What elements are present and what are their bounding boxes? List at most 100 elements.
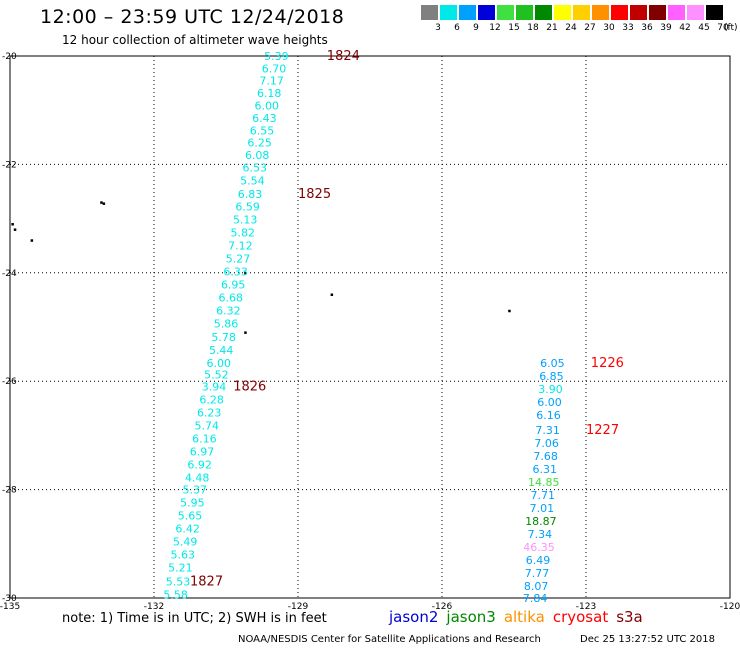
wave-height-value: 6.28 — [199, 394, 224, 407]
legend-swatch — [459, 5, 476, 20]
legend-swatch — [687, 5, 704, 20]
wave-height-value: 7.34 — [528, 528, 553, 541]
wave-height-value: 6.23 — [197, 407, 222, 420]
wave-height-value: 6.25 — [247, 137, 272, 150]
wave-height-value: 18.87 — [525, 515, 557, 528]
wave-height-value: 6.00 — [255, 99, 280, 112]
lat-tick-label: -22 — [2, 160, 17, 170]
wave-height-value: 14.85 — [528, 476, 560, 489]
wave-height-value: 6.43 — [252, 112, 277, 125]
lon-tick-label: -120 — [720, 602, 740, 612]
wave-height-value: 5.13 — [233, 214, 258, 227]
legend-swatch — [706, 5, 723, 20]
wave-height-value: 6.53 — [243, 162, 268, 175]
wave-height-value: 5.21 — [168, 562, 193, 575]
pass-time-label: 1824 — [327, 49, 360, 64]
legend-swatch — [440, 5, 457, 20]
legend-label: 27 — [584, 23, 596, 33]
wave-height-value: 6.92 — [187, 459, 212, 472]
wave-height-value: 6.33 — [223, 266, 248, 279]
legend-swatch — [668, 5, 685, 20]
lon-tick-label: -126 — [432, 602, 453, 612]
wave-height-value: 7.77 — [525, 567, 550, 580]
wave-height-value: 6.97 — [190, 446, 215, 459]
wave-height-value: 46.35 — [523, 541, 555, 554]
wave-height-value: 5.78 — [211, 331, 236, 344]
island — [100, 201, 103, 204]
legend-unit: (ft) — [724, 23, 738, 33]
wave-height-value: 7.31 — [535, 424, 560, 437]
wave-height-value: 8.07 — [524, 580, 549, 593]
lon-tick-label: -129 — [288, 602, 309, 612]
wave-height-value: 5.82 — [231, 227, 256, 240]
wave-height-value: 5.37 — [183, 484, 208, 497]
wave-height-value: 7.12 — [228, 240, 253, 253]
generated-timestamp: Dec 25 13:27:52 UTC 2018 — [580, 634, 715, 645]
legend-label: 24 — [565, 23, 577, 33]
lat-tick-label: -26 — [2, 377, 17, 387]
pass-time-label: 1825 — [298, 187, 331, 202]
satellite-jason3: jason3 — [446, 608, 496, 626]
wave-height-value: 5.52 — [204, 369, 229, 382]
wave-height-value: 6.85 — [539, 370, 564, 383]
legend-swatch — [611, 5, 628, 20]
wave-height-value: 6.55 — [250, 124, 275, 137]
wave-height-value: 7.17 — [259, 74, 284, 87]
lat-tick-label: -28 — [2, 486, 17, 496]
satellite-jason2: jason2 — [389, 608, 439, 626]
lat-tick-label: -24 — [2, 269, 17, 279]
legend-label: 18 — [527, 23, 539, 33]
credit-line: NOAA/NESDIS Center for Satellite Applica… — [238, 634, 541, 645]
lat-tick-label: -30 — [2, 594, 17, 604]
legend-label: 36 — [641, 23, 653, 33]
legend-label: 12 — [489, 23, 501, 33]
legend-label: 33 — [622, 23, 634, 33]
island — [330, 293, 334, 296]
map-frame — [9, 55, 731, 599]
wave-height-value: 5.44 — [209, 344, 234, 357]
chart-subtitle: 12 hour collection of altimeter wave hei… — [62, 33, 328, 47]
lon-tick-label: -135 — [0, 602, 20, 612]
wave-height-value: 5.95 — [180, 497, 205, 510]
wave-height-value: 7.06 — [534, 437, 559, 450]
legend-swatch — [630, 5, 647, 20]
island — [508, 309, 511, 313]
wave-height-value: 6.31 — [532, 463, 557, 476]
pass-time-label: 1226 — [591, 356, 624, 371]
satellite-key: jason2 jason3 altika cryosat s3a — [389, 608, 651, 626]
legend-label: 70 — [717, 23, 729, 33]
wave-height-value: 6.00 — [537, 396, 562, 409]
wave-height-value: 6.83 — [238, 188, 263, 201]
legend-swatch — [516, 5, 533, 20]
wave-height-value: 6.16 — [536, 409, 561, 422]
wave-height-value: 7.01 — [530, 502, 555, 515]
wave-height-value: 6.08 — [245, 149, 270, 162]
legend-label: 42 — [679, 23, 691, 33]
pass-time-label: 1826 — [233, 380, 266, 395]
satellite-altika: altika — [503, 608, 545, 626]
wave-height-value: 5.49 — [173, 536, 198, 549]
satellite-cryosat: cryosat — [552, 608, 609, 626]
legend-label: 6 — [454, 23, 460, 33]
legend-label: 39 — [660, 23, 672, 33]
wave-height-value: 6.95 — [221, 279, 246, 292]
wave-height-value: 5.58 — [163, 589, 188, 602]
wave-height-value: 6.18 — [257, 87, 282, 100]
legend-swatch — [478, 5, 495, 20]
wave-height-value: 5.65 — [178, 510, 203, 523]
footnote: note: 1) Time is in UTC; 2) SWH is in fe… — [62, 611, 327, 626]
wave-height-value: 5.74 — [195, 420, 220, 433]
wave-height-value: 6.05 — [540, 357, 565, 370]
legend-label: 21 — [546, 23, 558, 33]
island — [244, 331, 247, 334]
legend-swatch — [649, 5, 666, 20]
wave-height-value: 5.39 — [264, 50, 289, 63]
lon-tick-label: -123 — [576, 602, 596, 612]
wave-height-value: 6.59 — [235, 201, 260, 214]
pass-time-label: 1227 — [586, 423, 619, 438]
legend-label: 45 — [698, 23, 710, 33]
legend-label: 9 — [473, 23, 479, 33]
wave-height-value: 7.71 — [531, 489, 556, 502]
wave-height-value: 3.90 — [538, 383, 563, 396]
